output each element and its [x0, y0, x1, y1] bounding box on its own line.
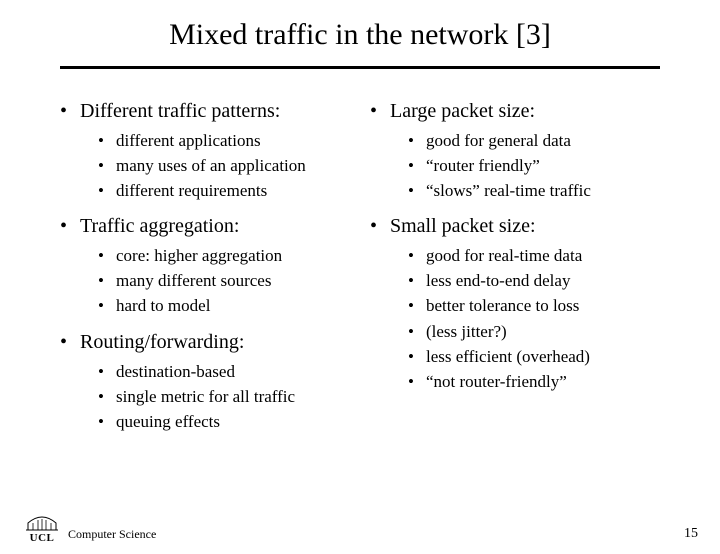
list-item-label: Traffic aggregation: [80, 215, 239, 237]
sub-list: different applications many uses of an a… [80, 130, 350, 202]
list-item: Large packet size: good for general data… [370, 99, 660, 202]
logo-block: UCL Computer Science [22, 513, 156, 544]
sub-list-item: different requirements [80, 180, 350, 202]
list-item: Different traffic patterns: different ap… [60, 99, 350, 202]
sub-list: destination-based single metric for all … [80, 361, 350, 433]
content-columns: Different traffic patterns: different ap… [60, 99, 660, 445]
right-column: Large packet size: good for general data… [370, 99, 660, 445]
slide-title: Mixed traffic in the network [3] [60, 18, 660, 52]
sub-list: good for general data “router friendly” … [390, 130, 660, 202]
sub-list: good for real-time data less end-to-end … [390, 245, 660, 393]
sub-list-item: good for real-time data [390, 245, 660, 267]
sub-list-item: queuing effects [80, 411, 350, 433]
list-item-label: Small packet size: [390, 215, 536, 237]
department-label: Computer Science [68, 527, 156, 542]
list-item: Routing/forwarding: destination-based si… [60, 330, 350, 433]
slide: Mixed traffic in the network [3] Differe… [0, 0, 720, 554]
logo-text: UCL [30, 532, 55, 544]
right-list: Large packet size: good for general data… [370, 99, 660, 393]
title-rule [60, 66, 660, 69]
sub-list-item: less efficient (overhead) [390, 346, 660, 368]
list-item: Traffic aggregation: core: higher aggreg… [60, 214, 350, 317]
list-item-label: Large packet size: [390, 100, 535, 122]
sub-list-item: different applications [80, 130, 350, 152]
sub-list-item: “slows” real-time traffic [390, 180, 660, 202]
sub-list-item: better tolerance to loss [390, 295, 660, 317]
sub-list: core: higher aggregation many different … [80, 245, 350, 317]
sub-list-item: good for general data [390, 130, 660, 152]
footer: UCL Computer Science 15 [22, 513, 698, 544]
sub-list-item: “not router-friendly” [390, 371, 660, 393]
sub-list-item: many different sources [80, 270, 350, 292]
sub-list-item: many uses of an application [80, 155, 350, 177]
list-item-label: Routing/forwarding: [80, 331, 244, 353]
sub-list-item: “router friendly” [390, 155, 660, 177]
sub-list-item: core: higher aggregation [80, 245, 350, 267]
sub-list-item: less end-to-end delay [390, 270, 660, 292]
sub-list-item: (less jitter?) [390, 321, 660, 343]
sub-list-item: hard to model [80, 295, 350, 317]
left-column: Different traffic patterns: different ap… [60, 99, 350, 445]
ucl-logo: UCL [22, 513, 62, 544]
list-item: Small packet size: good for real-time da… [370, 214, 660, 393]
page-number: 15 [684, 526, 698, 542]
sub-list-item: single metric for all traffic [80, 386, 350, 408]
dome-icon [24, 513, 60, 531]
list-item-label: Different traffic patterns: [80, 100, 280, 122]
sub-list-item: destination-based [80, 361, 350, 383]
left-list: Different traffic patterns: different ap… [60, 99, 350, 433]
